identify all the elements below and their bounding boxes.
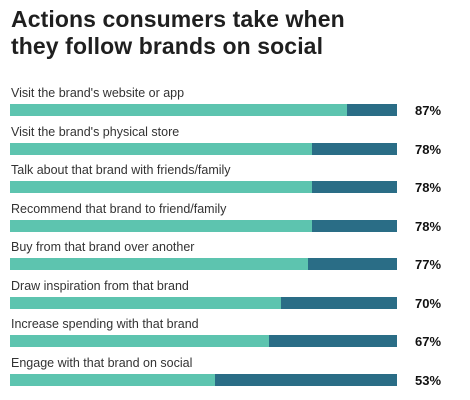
bar [10, 142, 312, 155]
bar-track [10, 258, 397, 270]
bar-value-label: 78% [415, 141, 442, 157]
chart-title: Actions consumers take when they follow … [11, 6, 345, 59]
bar-value-label: 70% [415, 295, 442, 311]
bar-track [10, 296, 397, 309]
bar-row: Engage with that brand on social 53% [0, 356, 470, 396]
bar-value-label: 78% [415, 180, 442, 195]
bar-row: Increase spending with that brand 67% [0, 317, 470, 357]
bar-value-label: 67% [415, 334, 442, 349]
bar-label: Engage with that brand on social [11, 355, 193, 370]
bar-row: Visit the brand's website or app 87% [0, 86, 470, 126]
bar-track [10, 181, 397, 193]
bar [10, 335, 270, 347]
bar-label: Increase spending with that brand [11, 317, 199, 331]
bar-value-label: 78% [415, 218, 442, 234]
bar [10, 181, 312, 193]
bar [10, 258, 308, 270]
bar-label: Buy from that brand over another [11, 240, 195, 254]
bar-value-label: 53% [415, 372, 442, 388]
bar-label: Talk about that brand with friends/famil… [11, 163, 231, 177]
bar-label: Visit the brand's physical store [11, 124, 180, 139]
bar-row: Buy from that brand over another 77% [0, 240, 470, 280]
bar-row: Recommend that brand to friend/family 78% [0, 202, 470, 242]
bar-value-label: 77% [415, 257, 442, 272]
bar-track [10, 219, 397, 232]
bar-row: Visit the brand's physical store 78% [0, 125, 470, 165]
bar [10, 296, 281, 309]
bar-track [10, 373, 397, 386]
bar-label: Visit the brand's website or app [11, 86, 185, 100]
bar-row: Draw inspiration from that brand 70% [0, 279, 470, 319]
bar-label: Draw inspiration from that brand [11, 278, 189, 293]
bar-label: Recommend that brand to friend/family [11, 201, 227, 216]
bar [10, 104, 347, 116]
bar [10, 373, 216, 386]
bar [10, 219, 312, 232]
bar-row: Talk about that brand with friends/famil… [0, 163, 470, 203]
bar-track [10, 104, 397, 116]
bar-track [10, 142, 397, 155]
bar-track [10, 335, 397, 347]
bar-value-label: 87% [415, 103, 442, 118]
